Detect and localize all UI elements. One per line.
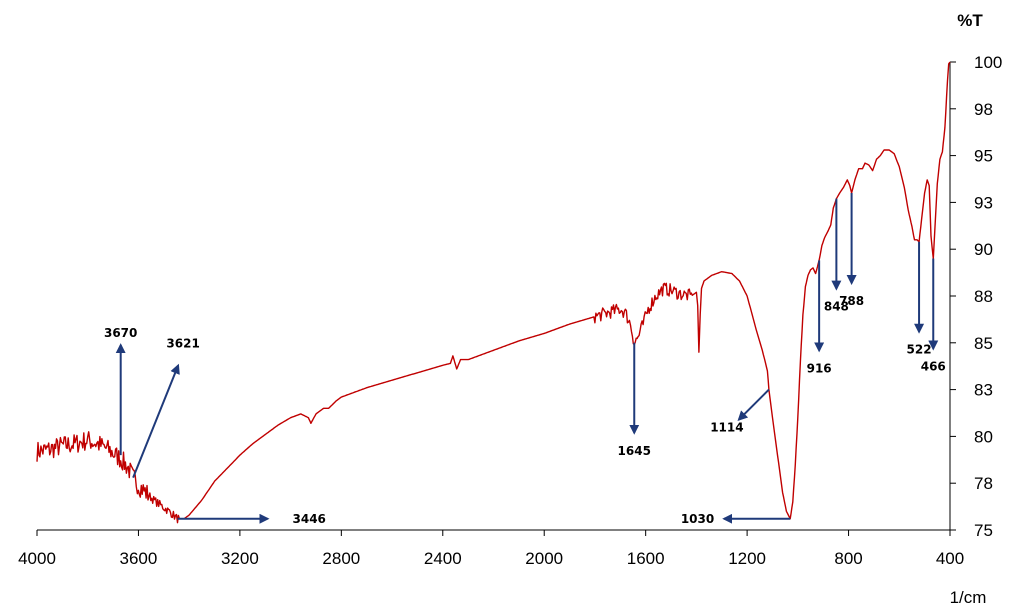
y-tick-label: 85 xyxy=(974,334,993,353)
x-tick-label: 1200 xyxy=(728,549,766,568)
x-tick-label: 400 xyxy=(936,549,964,568)
annotation-label: 3670 xyxy=(104,326,137,340)
annotation-label: 916 xyxy=(807,361,832,375)
axes xyxy=(37,62,951,531)
y-tick-label: 90 xyxy=(974,240,993,259)
x-tick-label: 4000 xyxy=(18,549,56,568)
y-axis-unit-label: %T xyxy=(957,11,983,30)
x-axis-ticks: 4000 3600 3200 2800 2400 2000 1600 1200 800 400 xyxy=(18,530,964,568)
y-tick-label: 100 xyxy=(974,53,1002,72)
annotation-arrow xyxy=(737,388,770,422)
x-axis-unit-label: 1/cm xyxy=(950,588,987,607)
x-tick-label: 3600 xyxy=(120,549,158,568)
x-tick-label: 2400 xyxy=(424,549,462,568)
spectrum-line xyxy=(36,61,951,524)
y-tick-label: 95 xyxy=(974,147,993,166)
annotation-label: 522 xyxy=(907,343,932,357)
y-tick-label: 88 xyxy=(974,287,993,306)
y-tick-label: 78 xyxy=(974,474,993,493)
x-tick-label: 3200 xyxy=(221,549,259,568)
annotation-arrow xyxy=(132,363,180,478)
x-tick-label: 2800 xyxy=(322,549,360,568)
annotation-label: 466 xyxy=(921,360,946,374)
x-tick-label: 800 xyxy=(834,549,862,568)
x-tick-label: 2000 xyxy=(525,549,563,568)
y-tick-label: 98 xyxy=(974,100,993,119)
y-axis-ticks: 75 78 80 83 85 88 90 93 95 98 100 xyxy=(950,53,1002,540)
y-tick-label: 93 xyxy=(974,193,993,212)
y-tick-label: 75 xyxy=(974,521,993,540)
annotation-label: 1645 xyxy=(618,444,651,458)
y-tick-label: 80 xyxy=(974,427,993,446)
series-layer xyxy=(36,61,951,524)
annotation-label: 1114 xyxy=(710,421,743,435)
annotation-label: 3446 xyxy=(293,512,326,526)
annotation-label: 848 xyxy=(824,300,849,314)
y-tick-label: 83 xyxy=(974,381,993,400)
annotation-label: 3621 xyxy=(166,337,199,351)
annotation-label: 788 xyxy=(839,294,864,308)
annotation-label: 1030 xyxy=(681,512,714,526)
x-tick-label: 1600 xyxy=(627,549,665,568)
